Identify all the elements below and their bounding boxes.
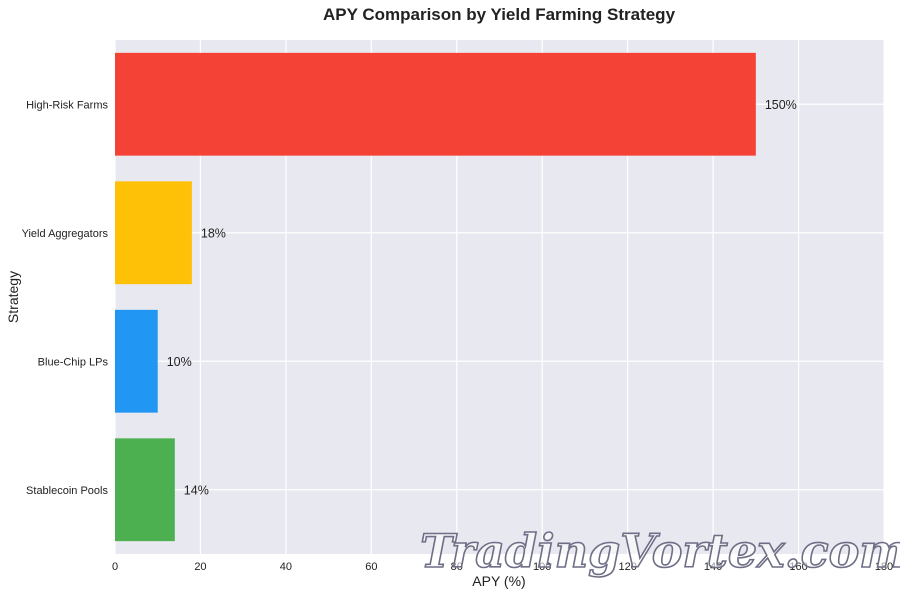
x-tick-labels: 0 20 40 60 80 100 120 140 160 180	[112, 561, 893, 573]
x-tick-label: 120	[618, 561, 636, 573]
x-tick-label: 60	[365, 561, 377, 573]
x-axis-label: APY (%)	[472, 573, 525, 589]
x-tick-label: 40	[280, 561, 292, 573]
data-label: 10%	[167, 355, 192, 369]
data-labels: 14% 10% 18% 150%	[167, 98, 797, 498]
data-label: 14%	[184, 483, 209, 497]
x-tick-label: 140	[704, 561, 722, 573]
data-label: 150%	[765, 98, 797, 112]
y-category-label: Blue-Chip LPs	[38, 356, 109, 368]
bar-yield-aggregators	[115, 181, 192, 285]
y-axis-label: Strategy	[5, 271, 21, 323]
x-tick-label: 100	[533, 561, 551, 573]
x-tick-label: 80	[451, 561, 463, 573]
bar-high-risk-farms	[115, 52, 756, 156]
y-category-label: Stablecoin Pools	[26, 485, 108, 497]
x-tick-label: 0	[112, 561, 118, 573]
y-category-labels: Stablecoin Pools Blue-Chip LPs Yield Aggre…	[22, 99, 109, 497]
bar-blue-chip-lps	[115, 309, 158, 413]
y-category-label: High-Risk Farms	[26, 99, 108, 111]
bar-stablecoin-pools	[115, 438, 175, 542]
x-tick-label: 160	[789, 561, 807, 573]
y-category-label: Yield Aggregators	[22, 228, 109, 240]
x-tick-label: 180	[875, 561, 893, 573]
bars	[115, 52, 756, 542]
data-label: 18%	[201, 226, 226, 240]
watermark-logo: TradingVortex.com	[420, 524, 900, 578]
x-tick-label: 20	[194, 561, 206, 573]
chart-title: APY Comparison by Yield Farming Strategy	[323, 5, 676, 24]
